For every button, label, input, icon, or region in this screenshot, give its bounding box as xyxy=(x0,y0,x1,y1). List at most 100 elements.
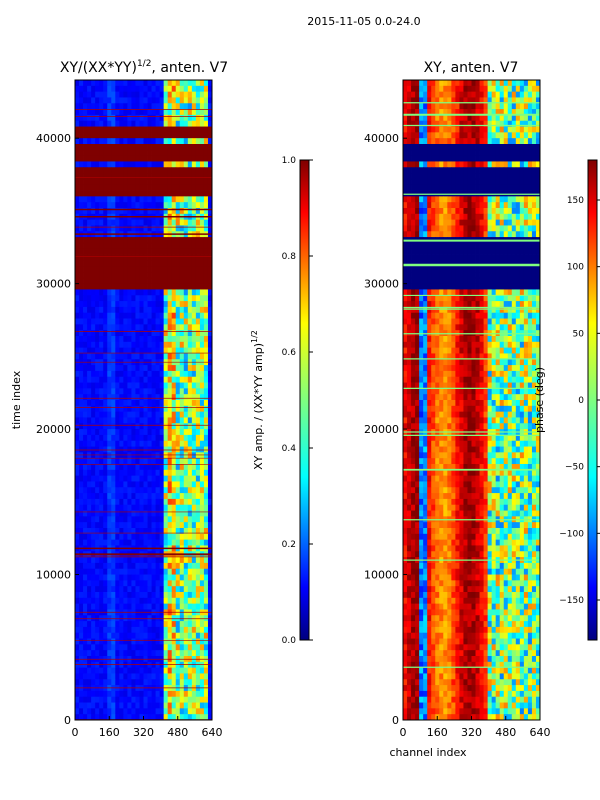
amplitude-cell xyxy=(131,615,136,622)
amplitude-cell xyxy=(131,219,136,226)
amplitude-cell xyxy=(151,498,156,506)
phase-cell xyxy=(535,80,541,87)
amplitude-cell xyxy=(163,306,169,314)
amplitude-cell xyxy=(115,237,120,244)
amplitude-cell xyxy=(159,626,165,634)
amplitude-cell xyxy=(75,109,80,116)
amplitude-cell xyxy=(79,80,84,87)
amplitude-cell xyxy=(107,365,112,372)
phase-cell xyxy=(451,202,456,209)
phase-cell xyxy=(535,178,541,186)
amplitude-cell xyxy=(95,621,100,628)
amplitude-cell xyxy=(127,336,132,343)
amplitude-cell xyxy=(131,91,136,98)
amplitude-cell xyxy=(127,522,132,529)
amplitude-cell xyxy=(123,417,128,424)
amplitude-cell xyxy=(147,417,152,424)
phase-cell xyxy=(519,184,525,191)
amplitude-cell xyxy=(139,417,144,424)
amplitude-cell xyxy=(91,283,96,290)
phase-cell xyxy=(407,266,412,273)
amplitude-cell xyxy=(179,440,185,447)
phase-cell xyxy=(435,103,440,110)
amplitude-cell xyxy=(199,155,205,162)
amplitude-cell xyxy=(151,370,156,378)
amplitude-cell xyxy=(179,568,185,575)
amplitude-cell xyxy=(99,114,104,122)
phase-cell xyxy=(495,126,501,133)
phase-cell xyxy=(487,242,493,250)
amplitude-cell xyxy=(167,370,173,378)
amplitude-cell xyxy=(139,650,144,657)
amplitude-cell xyxy=(83,528,88,535)
amplitude-cell xyxy=(187,621,193,628)
amplitude-cell xyxy=(139,533,144,541)
phase-cell xyxy=(499,80,505,87)
amplitude-cell xyxy=(151,650,156,657)
amplitude-cell xyxy=(119,458,124,465)
amplitude-cell xyxy=(203,394,209,401)
phase-cell xyxy=(455,225,460,232)
amplitude-cell xyxy=(183,272,189,279)
amplitude-cell xyxy=(111,283,116,290)
phase-cell xyxy=(403,190,408,197)
phase-cell xyxy=(487,167,493,174)
amplitude-cell xyxy=(119,91,124,98)
amplitude-cell xyxy=(207,365,213,372)
phase-cell xyxy=(419,97,424,104)
amplitude-cell xyxy=(159,434,165,442)
amplitude-cell xyxy=(187,539,193,546)
phase-cell xyxy=(459,260,464,267)
phase-cell xyxy=(483,266,489,273)
amplitude-cell xyxy=(119,120,124,127)
amplitude-cell xyxy=(171,423,177,430)
amplitude-cell xyxy=(175,114,181,122)
amplitude-cell xyxy=(143,603,148,610)
phase-cell xyxy=(519,109,525,116)
phase-cell xyxy=(427,114,432,122)
amplitude-cell xyxy=(143,225,148,232)
amplitude-cell xyxy=(191,417,197,424)
phase-cell xyxy=(463,184,468,191)
amplitude-cell xyxy=(175,452,181,459)
amplitude-cell xyxy=(143,487,148,494)
phase-cell xyxy=(443,91,448,98)
amplitude-cell xyxy=(135,562,140,570)
amplitude-cell xyxy=(135,516,140,523)
phase-cell xyxy=(503,114,509,122)
amplitude-cell xyxy=(167,196,173,203)
amplitude-cell xyxy=(179,528,185,535)
amplitude-cell xyxy=(159,464,165,471)
amplitude-cell xyxy=(87,330,92,337)
phase-cell xyxy=(467,161,472,168)
phase-cell xyxy=(483,178,489,186)
amplitude-cell xyxy=(171,388,177,395)
phase-cell xyxy=(403,161,408,168)
phase-cell xyxy=(439,91,444,98)
phase-cell xyxy=(431,196,436,203)
amplitude-cell xyxy=(179,696,185,703)
amplitude-cell xyxy=(127,97,132,104)
phase-cell xyxy=(535,196,541,203)
amplitude-cell xyxy=(143,400,148,407)
phase-cell xyxy=(447,248,452,255)
amplitude-cell xyxy=(131,434,136,442)
amplitude-cell xyxy=(147,353,152,360)
amplitude-cell xyxy=(159,440,165,447)
amplitude-cell xyxy=(195,370,201,378)
amplitude-cell xyxy=(107,149,112,157)
amplitude-cell xyxy=(91,219,96,226)
amplitude-cell xyxy=(91,248,96,255)
amplitude-cell xyxy=(135,85,140,93)
phase-cell xyxy=(471,120,476,127)
amplitude-cell xyxy=(79,382,84,389)
amplitude-cell xyxy=(179,184,185,191)
amplitude-cell xyxy=(75,103,80,110)
phase-cell xyxy=(443,155,448,162)
amplitude-cell xyxy=(135,417,140,424)
amplitude-cell xyxy=(151,312,156,319)
amplitude-cell xyxy=(83,324,88,331)
amplitude-cell xyxy=(175,388,181,395)
phase-cell xyxy=(475,202,480,209)
amplitude-cell xyxy=(175,522,181,529)
